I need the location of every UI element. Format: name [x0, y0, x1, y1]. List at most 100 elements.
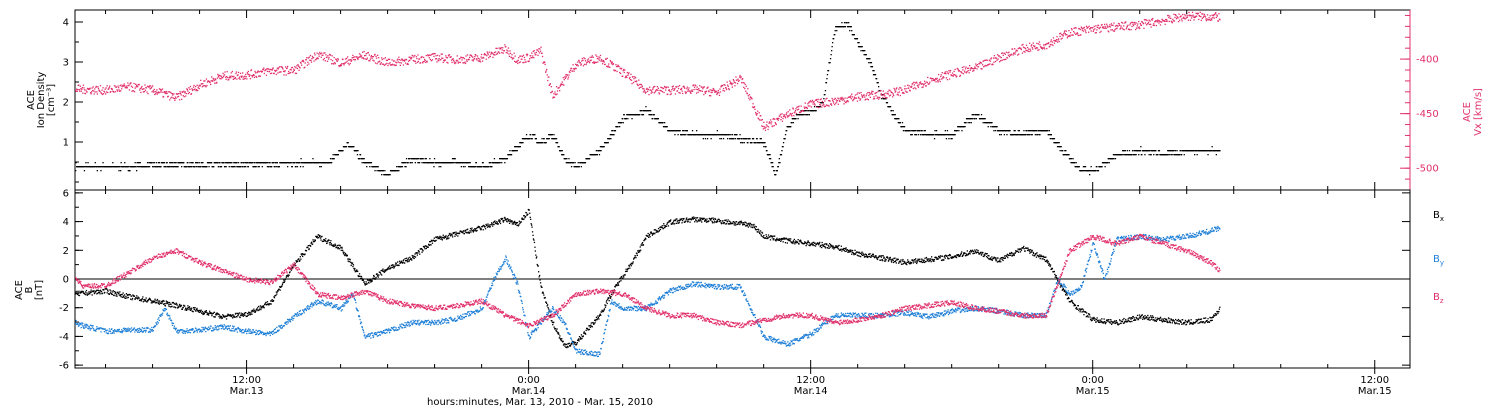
vx-point: [1084, 30, 1087, 32]
vx-point: [456, 59, 458, 61]
density-point: [180, 162, 182, 164]
vx-point: [1170, 17, 1172, 19]
vx-point: [1076, 33, 1078, 35]
density-point: [720, 134, 722, 136]
vx-point: [321, 52, 323, 54]
bx-point: [154, 298, 156, 300]
vx-point: [1150, 26, 1152, 28]
vx-point: [825, 98, 827, 100]
vx-point: [683, 85, 685, 87]
vx-point: [1153, 23, 1155, 25]
vx-point: [660, 86, 662, 88]
density-point: [733, 138, 735, 140]
density-point: [909, 130, 911, 132]
density-point: [200, 166, 202, 168]
density-point: [992, 126, 995, 128]
vx-point: [217, 75, 219, 77]
density-point: [1138, 154, 1140, 156]
density-point: [1193, 150, 1195, 152]
vx-point: [1065, 34, 1067, 36]
density-point: [1114, 154, 1116, 156]
density-point: [965, 122, 967, 124]
vx-point: [76, 90, 78, 92]
density-point: [954, 130, 956, 132]
vx-point: [144, 84, 146, 86]
density-point: [254, 162, 256, 164]
vx-point: [1031, 47, 1033, 49]
bx-point: [187, 307, 190, 309]
density-point: [1036, 134, 1039, 136]
bx-point: [166, 302, 168, 304]
vx-point: [773, 125, 775, 127]
vx-point: [652, 88, 654, 90]
bx-point: [229, 314, 231, 316]
density-point: [607, 138, 609, 140]
vx-point: [1090, 30, 1092, 32]
density-point: [417, 162, 419, 164]
vx-point: [1208, 17, 1210, 19]
vx-point: [599, 57, 601, 59]
vx-point: [120, 90, 122, 92]
vx-point: [715, 91, 717, 93]
bx-point: [212, 312, 214, 314]
vx-point: [119, 85, 121, 87]
density-point: [779, 162, 781, 164]
vx-point: [560, 84, 562, 86]
density-point: [1062, 150, 1064, 152]
bx-point: [136, 295, 138, 297]
vx-point: [605, 58, 607, 60]
vx-point: [790, 114, 792, 116]
density-point: [682, 134, 684, 136]
vx-point: [614, 69, 617, 72]
top-y-right-tick-label: -450: [1416, 109, 1439, 120]
density-point: [796, 114, 799, 116]
vx-point: [860, 91, 862, 94]
vx-point: [555, 86, 558, 88]
bx-point: [273, 297, 276, 299]
vx-point: [1176, 16, 1179, 18]
vx-point: [629, 76, 631, 79]
vx-point: [75, 90, 77, 92]
vx-point: [1216, 14, 1218, 16]
bx-point: [248, 311, 251, 314]
density-point: [1064, 150, 1066, 152]
vx-point: [331, 55, 333, 57]
vx-point: [777, 119, 779, 121]
vx-point: [234, 77, 237, 79]
vx-point: [479, 59, 481, 61]
density-point: [422, 158, 424, 160]
bx-point: [182, 306, 184, 309]
vx-point: [1029, 48, 1031, 50]
vx-point: [646, 87, 648, 90]
density-point: [649, 110, 651, 112]
vx-point: [1201, 13, 1203, 15]
vx-point: [971, 67, 973, 69]
density-point: [395, 170, 397, 172]
vx-point: [1125, 28, 1127, 30]
vx-point: [133, 91, 136, 93]
bx-point: [79, 292, 81, 294]
density-point: [856, 38, 859, 40]
density-point: [741, 138, 743, 140]
vx-point: [1027, 50, 1029, 52]
bx-point: [260, 308, 262, 311]
vx-point: [215, 82, 217, 84]
vx-point: [229, 76, 231, 78]
vx-point: [835, 102, 837, 104]
density-point: [957, 126, 959, 128]
vx-point: [1177, 21, 1180, 23]
vx-point: [736, 79, 738, 81]
density-point: [223, 162, 225, 164]
vx-point: [430, 60, 432, 62]
vx-point: [740, 76, 742, 78]
vx-point: [86, 91, 88, 93]
vx-point: [919, 82, 921, 84]
vx-point: [550, 86, 552, 88]
vx-point: [1007, 52, 1009, 54]
vx-point: [191, 89, 194, 92]
vx-point: [1183, 16, 1185, 18]
bx-point: [193, 308, 196, 311]
vx-point: [152, 90, 154, 92]
vx-point: [498, 47, 500, 49]
bx-point: [288, 272, 291, 274]
